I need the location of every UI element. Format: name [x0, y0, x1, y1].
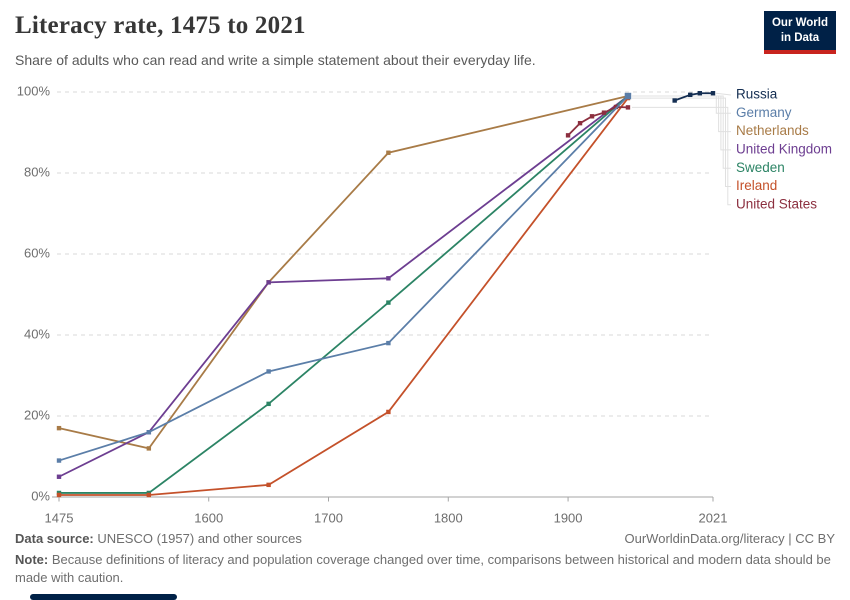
legend-connector-sweden — [631, 95, 731, 169]
x-axis-tick-label: 1600 — [194, 511, 223, 526]
chart-subtitle: Share of adults who can read and write a… — [15, 52, 536, 68]
data-point-marker — [613, 104, 619, 110]
note-label: Note: — [15, 552, 49, 567]
data-point-marker — [146, 430, 152, 435]
y-axis-tick-label: 100% — [17, 83, 51, 98]
legend-label-united-states[interactable]: United States — [736, 196, 817, 211]
data-point-marker — [386, 300, 391, 305]
data-point-marker — [266, 482, 271, 488]
data-point-marker — [688, 92, 693, 98]
data-point-marker — [266, 280, 271, 285]
x-axis-tick-label: 1700 — [314, 511, 343, 526]
data-point-marker — [589, 114, 595, 119]
data-point-marker — [56, 474, 62, 479]
data-point-marker — [672, 98, 677, 103]
data-point-marker — [266, 369, 271, 374]
note-line: Note: Because definitions of literacy an… — [15, 551, 835, 587]
legend-label-russia[interactable]: Russia — [736, 87, 778, 102]
series-line-germany[interactable] — [58, 95, 629, 462]
page-title: Literacy rate, 1475 to 2021 — [15, 12, 306, 39]
legend-label-netherlands[interactable]: Netherlands — [736, 123, 809, 138]
data-point-marker — [624, 92, 632, 100]
data-point-marker — [601, 110, 607, 115]
x-axis-tick-label: 1800 — [434, 511, 463, 526]
data-point-marker — [625, 105, 631, 110]
series-line-united-kingdom[interactable] — [58, 95, 629, 478]
x-axis-tick-label: 1475 — [45, 511, 74, 526]
data-point-marker — [386, 276, 391, 281]
data-point-marker — [386, 409, 391, 415]
series-line-netherlands[interactable] — [58, 95, 629, 450]
data-source-line: Data source: UNESCO (1957) and other sou… — [15, 531, 302, 546]
data-point-marker — [146, 492, 152, 498]
y-axis-tick-label: 40% — [24, 326, 50, 341]
data-source-label: Data source: — [15, 531, 94, 546]
y-axis-tick-label: 60% — [24, 245, 50, 260]
data-point-marker — [266, 401, 271, 407]
legend-label-sweden[interactable]: Sweden — [736, 160, 785, 175]
legend-connector-united-states — [631, 106, 731, 206]
y-axis-tick-label: 80% — [24, 164, 50, 179]
data-source-text: UNESCO (1957) and other sources — [93, 531, 302, 546]
credit-link[interactable]: OurWorldinData.org/literacy | CC BY — [624, 531, 835, 546]
data-point-marker — [386, 340, 391, 346]
y-axis-tick-label: 20% — [24, 407, 50, 422]
data-point-marker — [146, 446, 152, 451]
data-point-marker — [56, 492, 62, 498]
legend-label-germany[interactable]: Germany — [736, 105, 792, 120]
owid-logo[interactable]: Our World in Data — [763, 11, 836, 54]
legend-label-united-kingdom[interactable]: United Kingdom — [736, 141, 832, 156]
owid-logo-line1: Our World — [771, 17, 828, 29]
owid-logo-line2: in Data — [780, 31, 820, 44]
series-line-russia[interactable] — [674, 92, 713, 102]
legend-connector-russia — [715, 92, 732, 96]
data-point-marker — [56, 458, 62, 463]
series-line-ireland[interactable] — [59, 97, 629, 496]
x-axis-tick-label: 2021 — [699, 511, 728, 526]
legend-label-ireland[interactable]: Ireland — [736, 178, 777, 193]
data-point-marker — [56, 425, 62, 431]
x-axis-tick-label: 1900 — [554, 511, 583, 526]
data-point-marker — [710, 91, 716, 96]
chart-footer: Data source: UNESCO (1957) and other sou… — [15, 531, 835, 587]
note-text: Because definitions of literacy and popu… — [15, 552, 831, 586]
data-point-marker — [697, 91, 703, 96]
timeline-bar[interactable] — [30, 594, 177, 600]
data-point-marker — [577, 120, 583, 126]
y-axis-tick-label: 0% — [31, 488, 50, 503]
data-point-marker — [565, 133, 571, 138]
data-point-marker — [386, 150, 391, 155]
